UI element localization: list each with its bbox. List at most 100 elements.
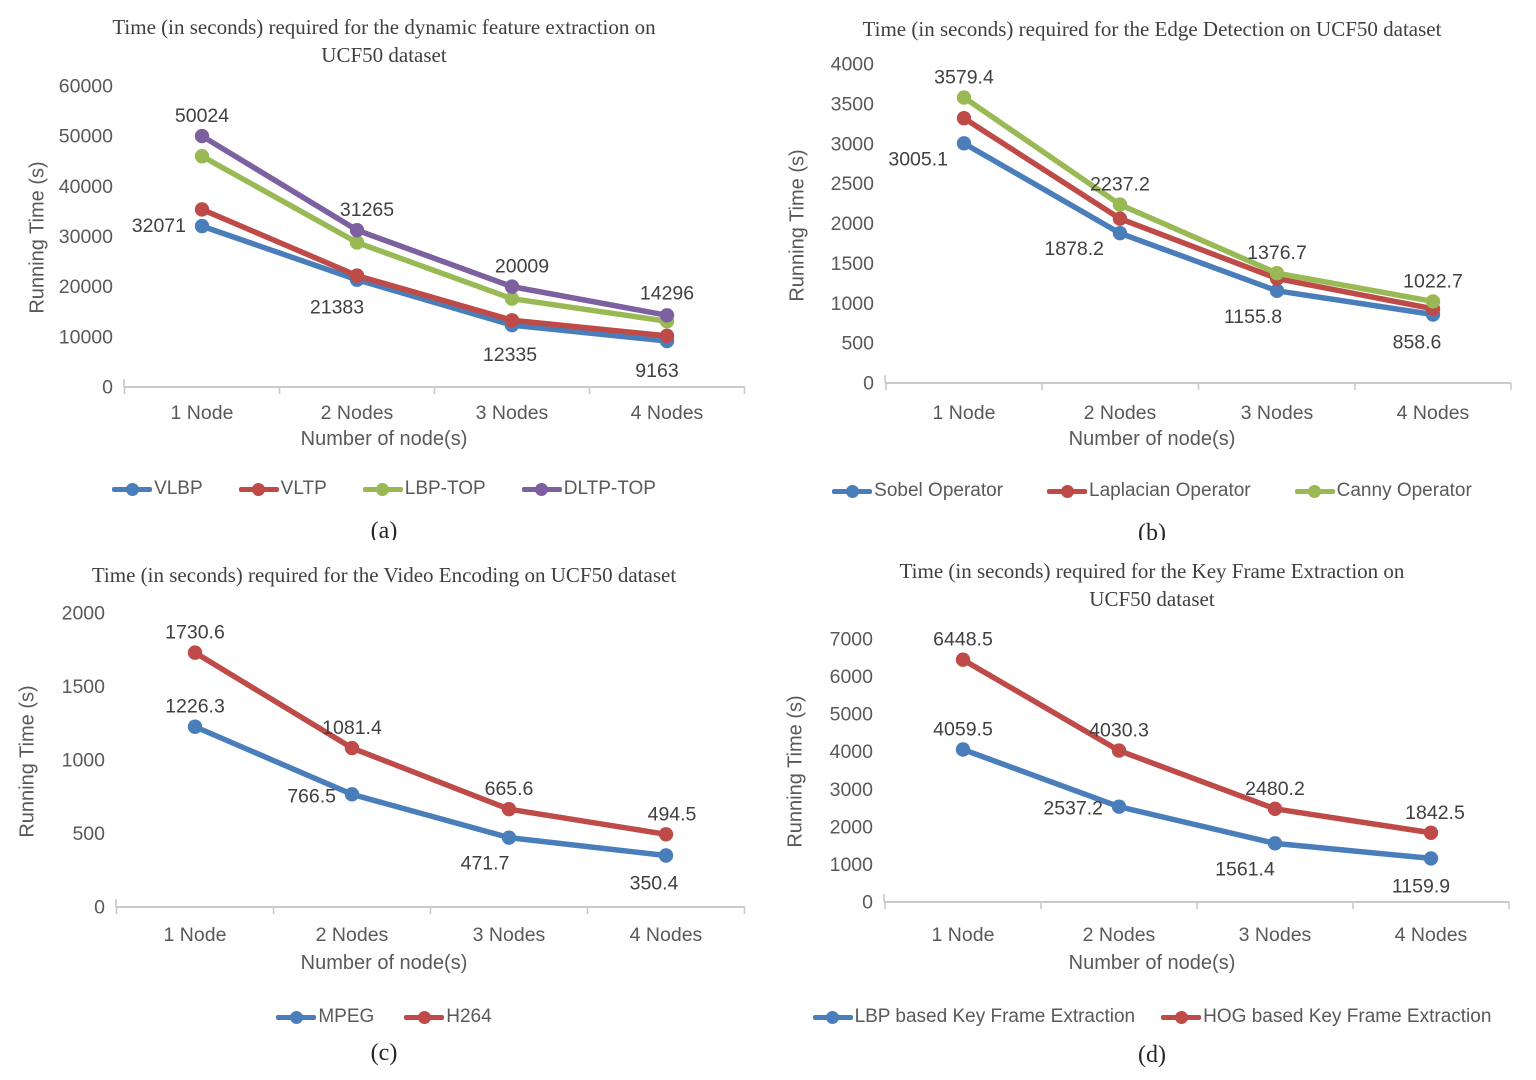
legend-line-marker-icon: [112, 482, 153, 496]
series-line-canny-operator: [961, 94, 1436, 305]
series-line-vlbp: [199, 223, 670, 344]
y-tick-label: 1500: [831, 253, 875, 275]
legend-item-vltp: VLTP: [238, 478, 327, 500]
y-tick-label: 1000: [62, 750, 106, 772]
y-tick-label: 0: [862, 892, 873, 914]
legend-label: Canny Operator: [1336, 480, 1472, 501]
data-point-marker: [658, 827, 674, 842]
x-category-label: 3 Nodes: [1239, 924, 1312, 946]
legend-item-canny: Canny Operator: [1294, 480, 1472, 502]
data-point-marker: [194, 128, 210, 144]
legend-item-vlbp: VLBP: [112, 478, 203, 500]
data-point-marker: [1111, 799, 1127, 814]
y-tick-label: 1500: [62, 676, 106, 698]
data-point-marker: [1425, 294, 1441, 309]
series-line-hog-based-key-frame-extraction: [960, 656, 1434, 836]
data-label: 21383: [310, 297, 364, 319]
data-point-marker: [349, 235, 365, 250]
y-tick-label: 6000: [830, 666, 874, 688]
y-tick-label: 30000: [59, 226, 113, 248]
data-point-marker: [659, 308, 675, 323]
y-tick-label: 7000: [830, 629, 874, 651]
series-line-sobel-operator: [961, 140, 1436, 318]
data-label: 471.7: [461, 853, 510, 875]
data-label: 2237.2: [1090, 174, 1150, 196]
data-point-marker: [1111, 743, 1127, 758]
data-point-marker: [504, 279, 520, 294]
y-tick-label: 10000: [59, 326, 113, 348]
legend-label: H264: [446, 1006, 492, 1027]
data-label: 20009: [495, 256, 549, 278]
series-line-dltp-top: [199, 133, 670, 319]
x-category-label: 4 Nodes: [1397, 402, 1470, 424]
chart-a-panel: Time (in seconds) required for the dynam…: [0, 0, 768, 540]
data-point-marker: [1267, 836, 1283, 851]
y-tick-label: 5000: [830, 704, 874, 726]
chart-c-caption: (c): [370, 1040, 398, 1066]
data-point-marker: [1267, 801, 1283, 817]
chart-b-caption: (b): [1138, 520, 1166, 540]
legend-line-marker-icon: [404, 1010, 445, 1024]
y-tick-label: 3500: [831, 93, 875, 115]
y-tick-label: 50000: [59, 126, 113, 148]
chart-a-legend: VLBP VLTP LBP-TOP DLTP-TOP: [0, 478, 768, 500]
chart-c-panel: Time (in seconds) required for the Video…: [0, 540, 768, 1080]
data-point-marker: [1112, 197, 1128, 212]
data-point-marker: [194, 202, 210, 217]
chart-d-legend: LBP based Key Frame Extraction HOG based…: [768, 1006, 1536, 1028]
y-tick-label: 500: [841, 333, 874, 355]
data-label: 31265: [340, 199, 394, 221]
x-category-label: 1 Node: [932, 924, 995, 946]
chart-d-caption: (d): [1138, 1042, 1166, 1068]
data-label: 3005.1: [888, 148, 948, 170]
chart-c-plot: 0 500 1000 1500 2000 1 Node 2 Nodes 3 Nodes 4 No…: [62, 603, 746, 946]
legend-line-marker-icon: [276, 1010, 317, 1024]
y-tick-label: 40000: [59, 176, 113, 198]
legend-line-marker-icon: [521, 482, 562, 496]
x-category-label: 3 Nodes: [1241, 402, 1314, 424]
data-point-marker: [501, 801, 517, 817]
series-line-lbp-top: [199, 153, 670, 325]
x-category-label: 2 Nodes: [321, 402, 394, 424]
legend-item-laplacian: Laplacian Operator: [1047, 480, 1251, 502]
y-tick-label: 2000: [831, 213, 875, 235]
legend-line-marker-icon: [362, 482, 403, 496]
chart-b-title: Time (in seconds) required for the Edge …: [862, 17, 1442, 41]
x-category-label: 4 Nodes: [631, 402, 704, 424]
data-point-marker: [1112, 226, 1128, 241]
legend-item-sobel: Sobel Operator: [832, 480, 1003, 502]
data-label: 350.4: [630, 872, 679, 894]
data-point-marker: [658, 848, 674, 863]
legend-item-mpeg: MPEG: [276, 1006, 374, 1028]
y-tick-label: 3000: [830, 779, 874, 801]
y-tick-label: 1000: [830, 854, 874, 876]
chart-b-x-axis-label: Number of node(s): [1068, 428, 1236, 450]
series-line-h264: [192, 649, 669, 838]
legend-label: LBP-TOP: [404, 478, 486, 499]
series-line-lbp-based-key-frame-extraction: [960, 746, 1434, 862]
data-point-marker: [344, 787, 360, 802]
chart-d-title: Time (in seconds) required for the Key F…: [899, 559, 1405, 611]
data-point-marker: [194, 218, 210, 234]
y-tick-label: 2000: [830, 816, 874, 838]
y-tick-label: 0: [94, 897, 105, 919]
data-label: 494.5: [648, 803, 697, 825]
data-point-marker: [956, 90, 972, 105]
data-label: 1155.8: [1224, 306, 1282, 328]
data-point-marker: [1269, 283, 1285, 299]
y-tick-label: 2000: [62, 603, 106, 625]
chart-c-title: Time (in seconds) required for the Video…: [91, 563, 677, 587]
data-label: 4059.5: [933, 718, 993, 740]
data-point-marker: [956, 136, 972, 151]
legend-line-marker-icon: [812, 1010, 853, 1024]
chart-c-x-axis-label: Number of node(s): [300, 952, 468, 974]
data-label: 1022.7: [1403, 270, 1463, 292]
y-tick-label: 2500: [831, 173, 875, 195]
legend-line-marker-icon: [832, 484, 873, 498]
y-tick-label: 500: [72, 823, 105, 845]
x-category-label: 4 Nodes: [630, 924, 703, 946]
series-line-mpeg: [192, 723, 669, 859]
y-tick-label: 20000: [59, 276, 113, 298]
data-point-marker: [501, 830, 517, 845]
